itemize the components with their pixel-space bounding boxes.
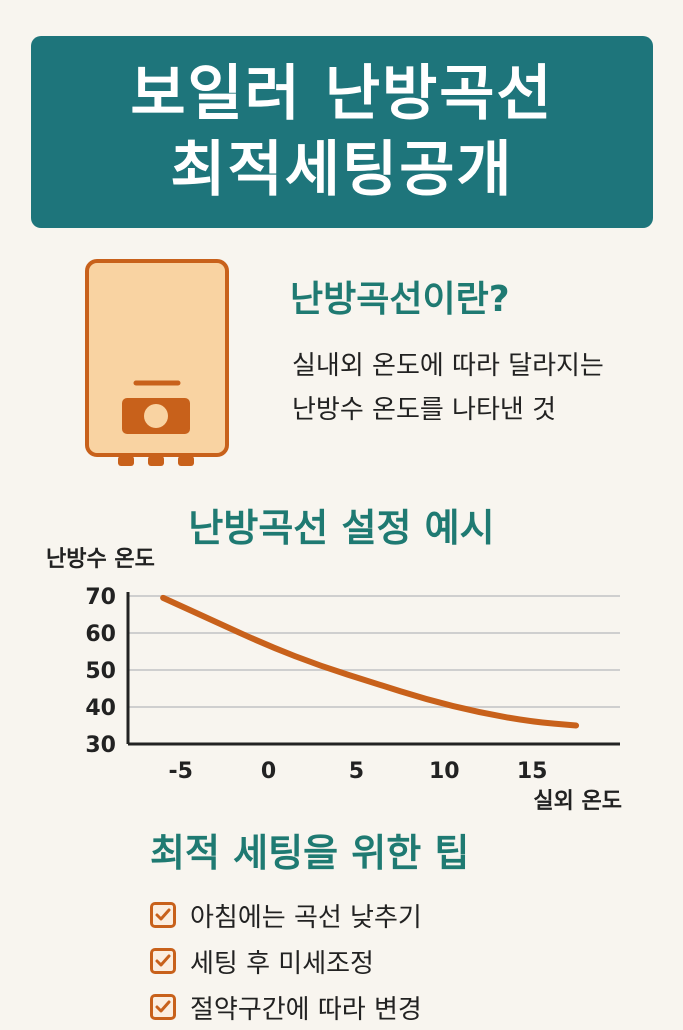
y-tick-label: 60 bbox=[85, 622, 116, 647]
x-tick-label: 10 bbox=[429, 759, 460, 784]
heating-curve-chart: 난방수 온도 실외 온도 30 40 50 60 70 -5 0 5 10 15 bbox=[46, 547, 622, 814]
y-tick-label: 40 bbox=[85, 696, 116, 721]
x-tick-label: -5 bbox=[168, 759, 192, 784]
y-tick-label: 50 bbox=[85, 659, 116, 684]
intro-description-line1: 실내외 온도에 따라 달라지는 bbox=[292, 351, 604, 381]
tip-item: 아침에는 곡선 낮추기 bbox=[150, 892, 422, 938]
series-line bbox=[160, 594, 580, 729]
tip-item: 절약구간에 따라 변경 bbox=[150, 984, 422, 1030]
check-icon bbox=[150, 994, 176, 1020]
intro-description: 실내외 온도에 따라 달라지는 난방수 온도를 나타낸 것 bbox=[292, 344, 604, 432]
y-tick-label: 30 bbox=[85, 733, 116, 758]
tips-title: 최적 세팅을 위한 팁 bbox=[150, 831, 470, 875]
x-tick-label: 5 bbox=[349, 759, 364, 784]
title-banner: 보일러 난방곡선 최적세팅공개 bbox=[31, 36, 653, 228]
tip-label: 아침에는 곡선 낮추기 bbox=[190, 902, 422, 933]
tip-item: 세팅 후 미세조정 bbox=[150, 938, 422, 984]
check-icon bbox=[150, 902, 176, 928]
y-tick-label: 70 bbox=[85, 585, 116, 610]
check-icon bbox=[150, 948, 176, 974]
x-tick-label: 0 bbox=[261, 759, 276, 784]
tips-list: 아침에는 곡선 낮추기 세팅 후 미세조정 절약구간에 따라 변경 bbox=[150, 892, 422, 1030]
tip-label: 절약구간에 따라 변경 bbox=[190, 994, 422, 1025]
intro-description-line2: 난방수 온도를 나타낸 것 bbox=[292, 395, 556, 425]
banner-title-line2: 최적세팅공개 bbox=[170, 135, 514, 205]
tip-label: 세팅 후 미세조정 bbox=[190, 948, 374, 979]
y-axis-label: 난방수 온도 bbox=[46, 547, 155, 572]
x-tick-label: 15 bbox=[517, 759, 548, 784]
banner-title-line1: 보일러 난방곡선 bbox=[130, 59, 554, 129]
chart-title: 난방곡선 설정 예시 bbox=[188, 506, 495, 550]
x-axis-label: 실외 온도 bbox=[533, 789, 622, 814]
boiler-icon bbox=[85, 259, 229, 466]
intro-title: 난방곡선이란? bbox=[290, 279, 510, 320]
